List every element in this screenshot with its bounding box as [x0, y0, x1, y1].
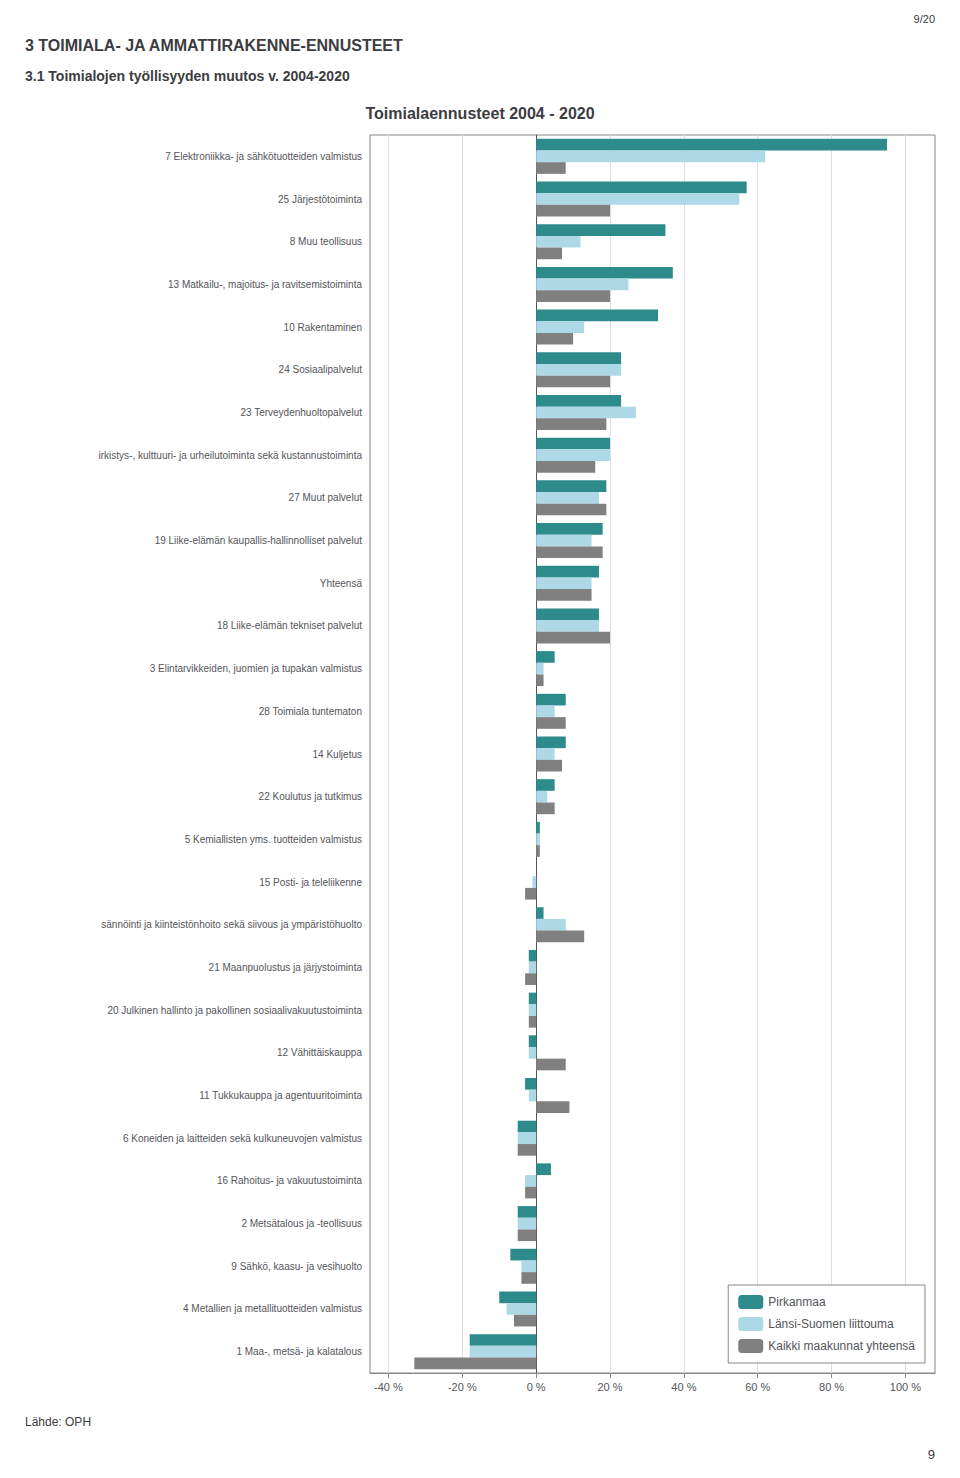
svg-text:2 Metsätalous ja -teollisuus: 2 Metsätalous ja -teollisuus — [241, 1218, 362, 1229]
svg-text:6 Koneiden ja laitteiden sekä: 6 Koneiden ja laitteiden sekä kulkuneuvo… — [123, 1133, 362, 1144]
svg-text:Länsi-Suomen liittouma: Länsi-Suomen liittouma — [768, 1317, 894, 1331]
svg-text:14 Kuljetus: 14 Kuljetus — [313, 749, 362, 760]
svg-text:100 %: 100 % — [890, 1381, 921, 1393]
svg-text:80 %: 80 % — [819, 1381, 844, 1393]
svg-text:25 Järjestötoiminta: 25 Järjestötoiminta — [278, 194, 362, 205]
svg-text:-40 %: -40 % — [374, 1381, 403, 1393]
svg-text:Pirkanmaa: Pirkanmaa — [768, 1295, 826, 1309]
svg-text:4 Metallien ja metallituotteid: 4 Metallien ja metallituotteiden valmist… — [183, 1303, 362, 1314]
svg-text:1 Maa-, metsä- ja kalatalous: 1 Maa-, metsä- ja kalatalous — [236, 1346, 362, 1357]
svg-text:28 Toimiala tuntematon: 28 Toimiala tuntematon — [259, 706, 362, 717]
svg-text:9: 9 — [928, 1447, 935, 1462]
svg-text:Lähde: OPH: Lähde: OPH — [25, 1415, 91, 1429]
svg-text:24 Sosiaalipalvelut: 24 Sosiaalipalvelut — [279, 364, 363, 375]
svg-text:20 Julkinen hallinto ja pakoll: 20 Julkinen hallinto ja pakollinen sosia… — [107, 1005, 362, 1016]
svg-text:20 %: 20 % — [597, 1381, 622, 1393]
svg-text:Toimialaennusteet 2004 - 2020: Toimialaennusteet 2004 - 2020 — [365, 105, 594, 122]
svg-text:21 Maanpuolustus ja järjystoim: 21 Maanpuolustus ja järjystoiminta — [209, 962, 363, 973]
svg-text:19 Liike-elämän kaupallis-hall: 19 Liike-elämän kaupallis-hallinnolliset… — [155, 535, 363, 546]
svg-text:60 %: 60 % — [745, 1381, 770, 1393]
svg-text:-20 %: -20 % — [448, 1381, 477, 1393]
svg-text:15 Posti- ja teleliikenne: 15 Posti- ja teleliikenne — [259, 877, 362, 888]
svg-text:Yhteensä: Yhteensä — [320, 578, 363, 589]
svg-text:8 Muu teollisuus: 8 Muu teollisuus — [290, 236, 362, 247]
svg-text:9/20: 9/20 — [914, 13, 935, 25]
svg-text:12 Vähittäiskauppa: 12 Vähittäiskauppa — [277, 1047, 363, 1058]
svg-text:3 TOIMIALA- JA AMMATTIRAKENNE-: 3 TOIMIALA- JA AMMATTIRAKENNE-ENNUSTEET — [25, 37, 403, 54]
svg-text:13 Matkailu-, majoitus- ja rav: 13 Matkailu-, majoitus- ja ravitsemistoi… — [168, 279, 362, 290]
svg-text:5 Kemiallisten yms. tuotteiden: 5 Kemiallisten yms. tuotteiden valmistus — [185, 834, 362, 845]
svg-text:16 Rahoitus- ja vakuutustoimin: 16 Rahoitus- ja vakuutustoiminta — [217, 1175, 363, 1186]
svg-text:10 Rakentaminen: 10 Rakentaminen — [284, 322, 362, 333]
svg-text:0 %: 0 % — [527, 1381, 546, 1393]
svg-text:7 Elektroniikka- ja sähkötuott: 7 Elektroniikka- ja sähkötuotteiden valm… — [165, 151, 362, 162]
svg-text:22 Koulutus ja tutkimus: 22 Koulutus ja tutkimus — [259, 791, 362, 802]
svg-text:27 Muut palvelut: 27 Muut palvelut — [289, 492, 363, 503]
svg-text:irkistys-, kulttuuri- ja urhei: irkistys-, kulttuuri- ja urheilutoiminta… — [99, 450, 363, 461]
svg-text:Kaikki maakunnat yhteensä: Kaikki maakunnat yhteensä — [768, 1339, 915, 1353]
svg-text:23 Terveydenhuoltopalvelut: 23 Terveydenhuoltopalvelut — [240, 407, 362, 418]
svg-text:sännöinti ja kiinteistönhoito: sännöinti ja kiinteistönhoito sekä siivo… — [101, 919, 362, 930]
svg-text:40 %: 40 % — [671, 1381, 696, 1393]
svg-text:3.1 Toimialojen työllisyyden m: 3.1 Toimialojen työllisyyden muutos v. 2… — [25, 68, 350, 84]
svg-text:11 Tukkukauppa ja agentuuritoi: 11 Tukkukauppa ja agentuuritoiminta — [199, 1090, 362, 1101]
svg-text:9 Sähkö, kaasu- ja vesihuolto: 9 Sähkö, kaasu- ja vesihuolto — [231, 1261, 362, 1272]
svg-text:18 Liike-elämän tekniset palve: 18 Liike-elämän tekniset palvelut — [217, 620, 362, 631]
svg-text:3 Elintarvikkeiden, juomien ja: 3 Elintarvikkeiden, juomien ja tupakan v… — [150, 663, 362, 674]
